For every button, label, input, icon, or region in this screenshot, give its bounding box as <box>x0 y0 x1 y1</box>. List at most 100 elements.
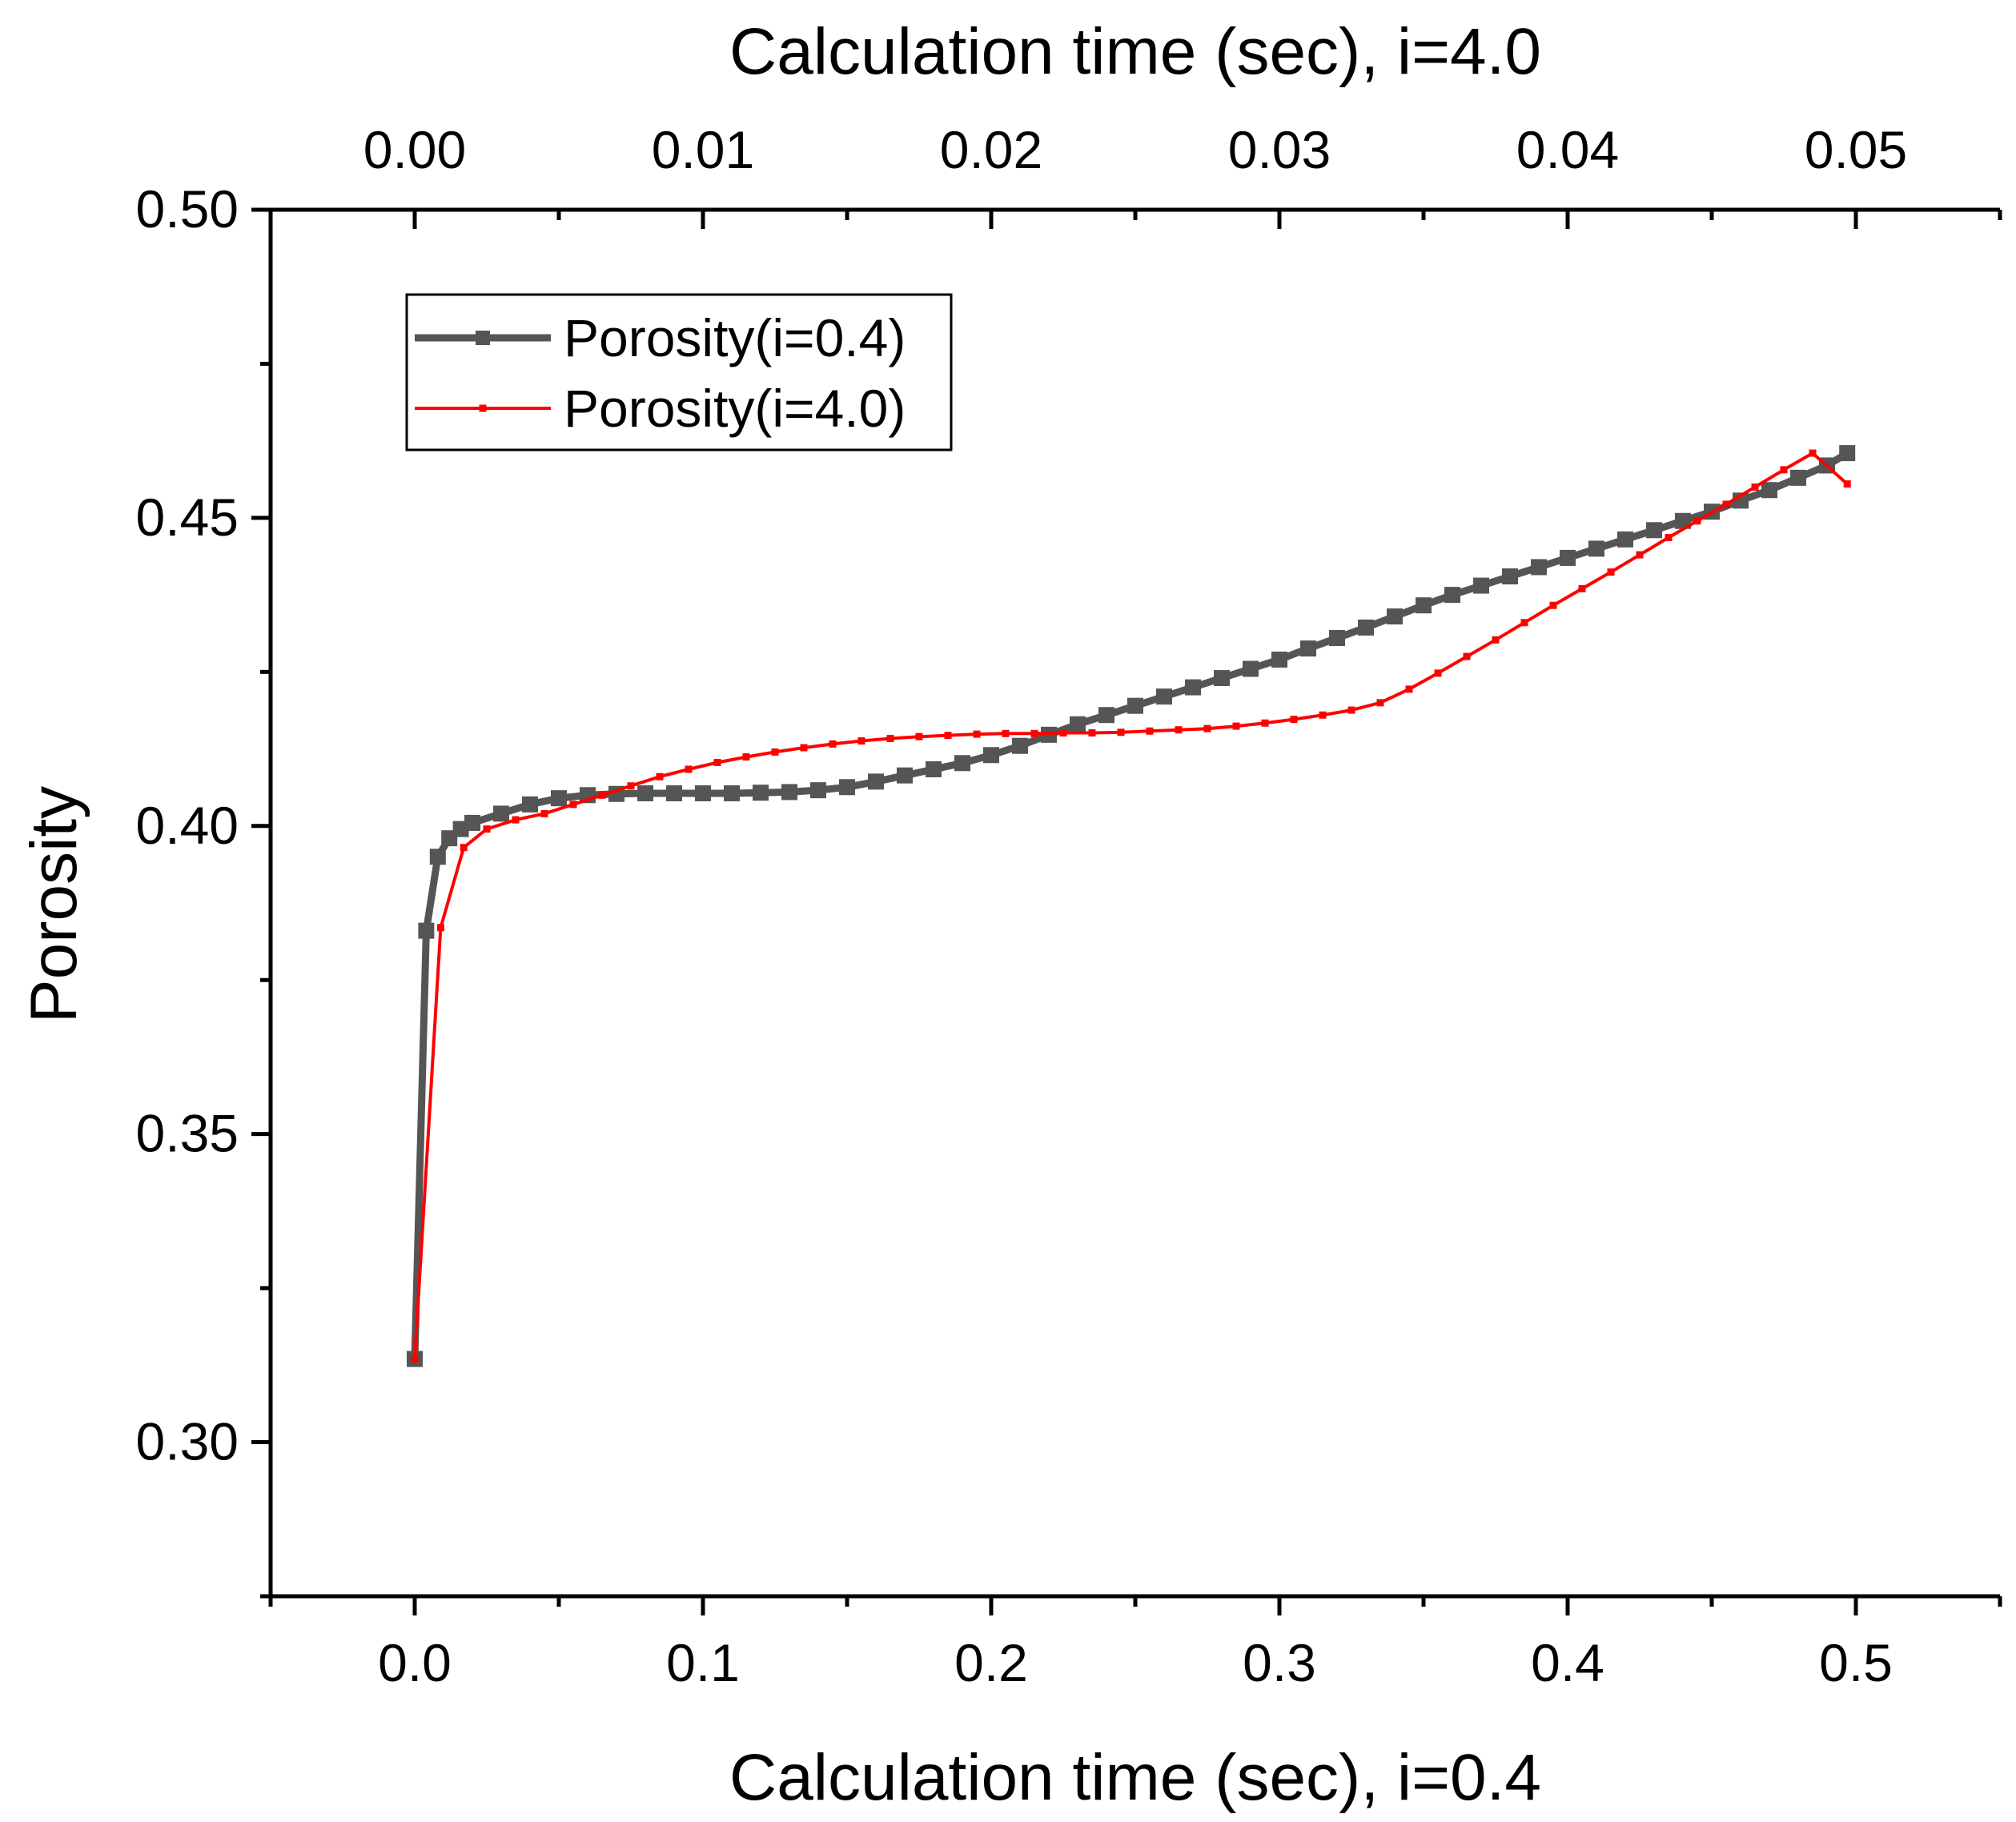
series-1-point <box>1588 540 1604 557</box>
series-1-point <box>1243 660 1259 677</box>
series-2-point <box>800 744 808 752</box>
series-1-point <box>1502 568 1518 585</box>
series-1-point <box>868 773 884 790</box>
series-1-point <box>1185 679 1201 696</box>
series-1-point <box>493 805 509 822</box>
series-2-point <box>1405 685 1413 693</box>
series-1-point <box>810 782 826 799</box>
y-tick-label: 0.45 <box>136 488 239 547</box>
x-tick-label: 0.0 <box>378 1633 452 1692</box>
series-2-point <box>1492 636 1500 644</box>
series-2-point <box>1261 719 1269 727</box>
series-2-point <box>1636 551 1644 559</box>
series-2-point <box>973 730 981 738</box>
legend-label-1: Porosity(i=0.4) <box>564 308 906 367</box>
y-axis-title: Porosity <box>18 786 90 1023</box>
series-2-point <box>1059 729 1067 737</box>
series-2-point <box>540 809 548 817</box>
legend: Porosity(i=0.4) Porosity(i=4.0) <box>405 293 953 451</box>
axes-layer: 0.0 0.1 0.2 0.3 0.4 0.5 0.00 0.01 0.02 0.03 0.04 0.… <box>18 15 2002 1814</box>
series-2-point <box>1030 729 1038 737</box>
series-1-point <box>1617 531 1633 548</box>
series-2-point <box>944 732 952 740</box>
series-layer <box>407 445 1856 1367</box>
series-2-point <box>1665 534 1673 542</box>
series-2-point <box>713 758 721 766</box>
series-2-point <box>1175 726 1183 734</box>
series-2-point <box>1434 669 1442 677</box>
series-2-point <box>1203 724 1211 732</box>
y-tick-label: 0.35 <box>136 1104 239 1163</box>
series-1-point <box>637 785 653 801</box>
series-1-point <box>724 785 740 801</box>
series-1-point <box>897 767 913 784</box>
x-axis-title: Calculation time (sec), i=0.4 <box>729 1741 1541 1814</box>
series-2-point <box>1463 652 1471 660</box>
x-tick-label: 0.2 <box>954 1633 1028 1692</box>
series-2-point <box>598 791 606 799</box>
series-2-point <box>460 844 468 852</box>
series-1-point <box>1560 549 1576 566</box>
series-1-point <box>1839 445 1856 462</box>
series-2-point <box>1117 728 1125 736</box>
series-1-point <box>781 784 797 801</box>
series-1-point <box>1416 597 1432 614</box>
series-1-point <box>753 785 769 801</box>
series-1-point <box>464 814 480 831</box>
series-1-point <box>839 779 855 796</box>
series-2-point <box>1843 480 1851 488</box>
series-2-point <box>436 924 444 932</box>
series-1-point <box>1214 670 1230 687</box>
series-2-point <box>1232 722 1240 730</box>
series-1-point <box>1156 688 1172 705</box>
series-2-point <box>1549 601 1557 609</box>
series-2-point <box>685 765 693 773</box>
series-2-point <box>1780 466 1788 474</box>
legend-marker-2 <box>479 404 487 412</box>
series-1-point <box>1473 577 1489 594</box>
series-1-point <box>1531 559 1547 576</box>
series-2-point <box>1088 729 1096 737</box>
series-1-point <box>926 761 942 777</box>
series-1-point <box>1271 651 1287 668</box>
x2-axis-title: Calculation time (sec), i=4.0 <box>729 15 1541 88</box>
series-2-point <box>1578 584 1586 592</box>
x2-tick-label: 0.02 <box>940 120 1042 179</box>
series-1-point <box>1098 707 1114 724</box>
series-2-point <box>1520 619 1528 627</box>
series-1-point <box>954 755 970 772</box>
x2-tick-label: 0.01 <box>652 120 754 179</box>
series-1-point <box>1444 587 1460 604</box>
x-tick-label: 0.3 <box>1243 1633 1316 1692</box>
x2-tick-label: 0.00 <box>363 120 466 179</box>
series-1-point <box>1127 697 1143 714</box>
x2-tick-label: 0.03 <box>1228 120 1331 179</box>
series-1-point <box>1675 512 1691 529</box>
series-2-point <box>569 801 577 809</box>
y-tick-label: 0.40 <box>136 796 239 855</box>
series-1-point <box>1387 608 1403 625</box>
series-1-point <box>522 796 538 813</box>
series-2-point <box>915 732 923 740</box>
series-2-point <box>857 737 865 745</box>
series-2-point <box>411 1355 419 1363</box>
series-1-point <box>1300 640 1316 657</box>
series-2-point <box>742 753 750 761</box>
series-1-point <box>1646 522 1662 539</box>
series-1-point <box>551 790 567 807</box>
series-2-point <box>1319 711 1327 719</box>
series-2-point <box>1751 483 1759 491</box>
series-2-point <box>483 825 491 833</box>
series-2-point <box>1347 706 1355 714</box>
series-1-point <box>1070 716 1086 732</box>
series-2-point <box>1607 568 1615 576</box>
series-2-point <box>1809 449 1817 457</box>
x-tick-label: 0.1 <box>666 1633 740 1692</box>
series-1-point <box>429 849 446 865</box>
x2-tick-label: 0.04 <box>1516 120 1619 179</box>
series-2-point <box>512 816 520 824</box>
series-1-point <box>1012 737 1028 754</box>
series-1-point <box>1790 469 1806 486</box>
series-1-point <box>418 922 435 939</box>
